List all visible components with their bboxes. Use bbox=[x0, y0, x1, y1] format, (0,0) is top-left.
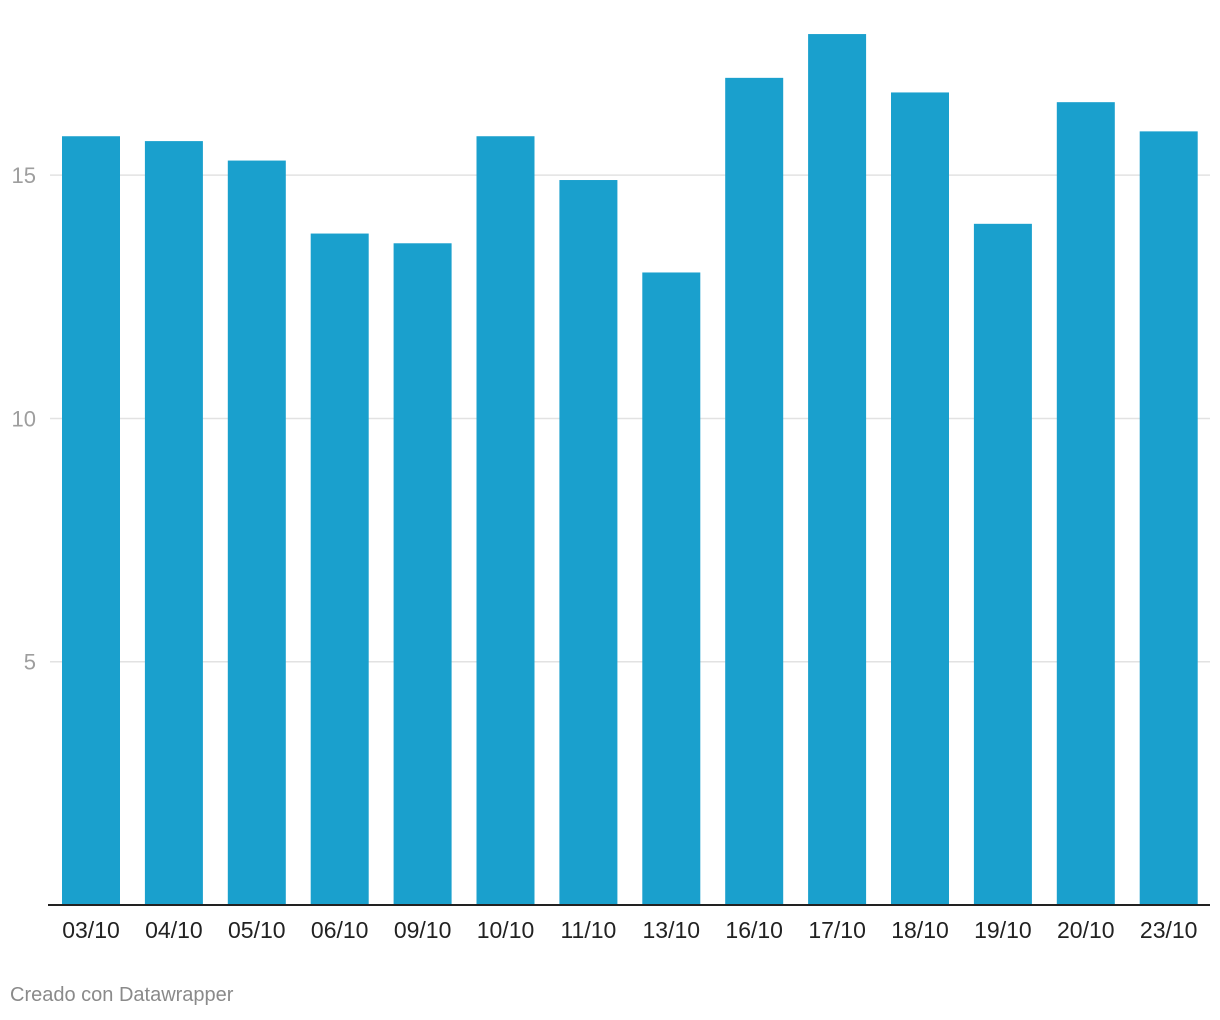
x-tick-label: 13/10 bbox=[643, 917, 701, 943]
x-tick-label: 16/10 bbox=[725, 917, 783, 943]
x-tick-label: 03/10 bbox=[62, 917, 120, 943]
x-axis-ticks: 03/10 04/10 05/10 06/10 09/10 10/10 11/10 13/10… bbox=[62, 917, 1197, 943]
x-tick-label: 20/10 bbox=[1057, 917, 1115, 943]
bar bbox=[144, 141, 203, 905]
x-tick-label: 05/10 bbox=[228, 917, 286, 943]
y-tick-label: 5 bbox=[24, 650, 36, 675]
bar bbox=[973, 223, 1032, 905]
bar bbox=[808, 34, 867, 905]
x-tick-label: 09/10 bbox=[394, 917, 452, 943]
bar-chart: 5 10 15 03/10 04/10 05/10 06/10 09/10 10/10 11/1… bbox=[12, 34, 1210, 943]
bar bbox=[891, 92, 949, 906]
x-tick-label: 06/10 bbox=[311, 917, 369, 943]
bar bbox=[1056, 102, 1115, 905]
x-tick-label: 17/10 bbox=[808, 917, 866, 943]
y-tick-label: 10 bbox=[12, 406, 36, 431]
bars bbox=[62, 34, 1198, 906]
bar bbox=[393, 243, 452, 906]
x-tick-label: 18/10 bbox=[891, 917, 949, 943]
gridlines bbox=[50, 174, 1210, 663]
x-tick-label: 23/10 bbox=[1140, 917, 1198, 943]
bar bbox=[1139, 131, 1198, 905]
y-axis-ticks: 5 10 15 bbox=[12, 163, 36, 675]
credit-text: Creado con Datawrapper bbox=[10, 984, 234, 1006]
bar bbox=[62, 136, 120, 905]
bar bbox=[310, 233, 369, 905]
bar bbox=[476, 136, 535, 905]
x-tick-label: 04/10 bbox=[145, 917, 203, 943]
x-tick-label: 19/10 bbox=[974, 917, 1032, 943]
bar bbox=[725, 77, 784, 905]
y-tick-label: 15 bbox=[12, 163, 36, 188]
bar bbox=[559, 180, 618, 906]
x-tick-label: 10/10 bbox=[477, 917, 535, 943]
bar bbox=[227, 160, 286, 905]
bar bbox=[642, 272, 701, 905]
x-tick-label: 11/10 bbox=[560, 917, 616, 943]
